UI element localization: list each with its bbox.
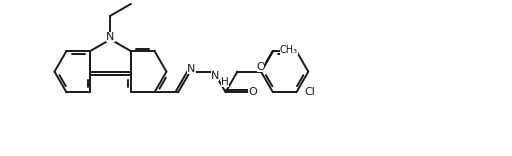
Text: N: N <box>106 32 115 42</box>
Text: H: H <box>221 77 228 87</box>
Text: N: N <box>187 64 196 74</box>
Text: Cl: Cl <box>305 87 315 97</box>
Text: O: O <box>248 87 257 97</box>
Text: O: O <box>257 62 265 72</box>
Text: N: N <box>211 71 219 81</box>
Text: CH₃: CH₃ <box>280 45 298 55</box>
